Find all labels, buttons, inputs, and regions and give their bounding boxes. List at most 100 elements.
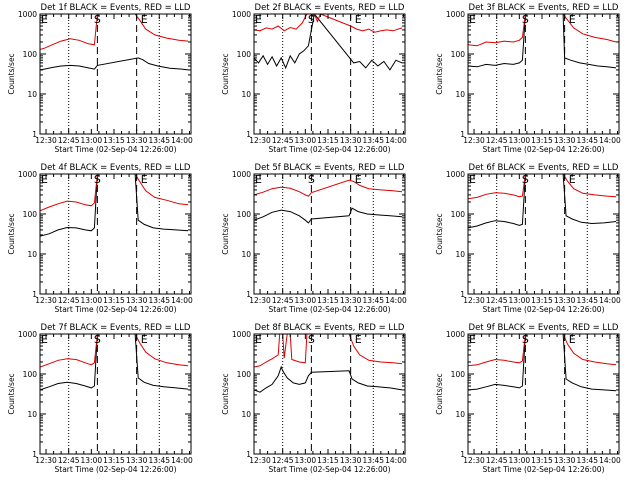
x-tick-label: 13:15 [531,296,553,305]
x-tick-label: 13:45 [148,136,170,145]
x-tick-label: 13:00 [81,296,103,305]
interval-annotation: E [41,13,48,26]
events-series-line [254,365,403,393]
x-tick-label: 13:45 [362,296,384,305]
x-tick-label: 13:00 [295,296,317,305]
y-tick-label: 10 [27,410,37,419]
x-tick-label: 12:45 [486,456,508,465]
y-tick-label: 1 [32,290,37,299]
interval-annotation: E [141,173,148,186]
x-tick-label: 12:45 [486,296,508,305]
x-tick-label: 13:15 [531,136,553,145]
y-tick-label: 1000 [232,170,251,179]
y-tick-label: 1000 [446,10,465,19]
y-tick-label: 1000 [18,170,37,179]
x-axis-label: Start Time (02-Sep-04 12:26:00) [483,305,605,314]
lld-series-line [40,174,189,212]
interval-annotation: E [355,13,362,26]
interval-annotation: E [469,333,476,346]
x-tick-label: 12:45 [272,456,294,465]
interval-annotation: E [355,333,362,346]
interval-annotation: E [255,333,262,346]
x-axis-label: Start Time (02-Sep-04 12:26:00) [269,465,391,474]
lld-series-line [254,179,403,197]
events-series-line [468,334,617,392]
lld-series-line [254,14,403,33]
plot-frame [39,173,192,295]
y-tick-label: 1000 [232,330,251,339]
panel-3: Det 3f BLACK = Events, RED = LLD 1 10 100 10… [435,3,621,154]
interval-annotation: E [255,13,262,26]
x-tick-label: 12:30 [35,456,57,465]
lld-series-line [468,14,617,47]
y-axis-label: Counts/sec [7,213,16,254]
events-series-line [40,334,189,391]
panel-title: Det 5f BLACK = Events, RED = LLD [255,163,405,173]
x-tick-label: 13:30 [340,296,362,305]
plot-frame [39,13,192,135]
y-tick-label: 1000 [446,170,465,179]
plot-frame [467,13,620,135]
interval-annotation: E [469,173,476,186]
x-tick-label: 12:45 [272,296,294,305]
x-axis-label: Start Time (02-Sep-04 12:26:00) [55,465,177,474]
x-tick-label: 13:30 [554,296,576,305]
interval-annotation: S [522,13,529,26]
x-tick-label: 14:00 [385,296,407,305]
x-tick-label: 13:45 [362,456,384,465]
x-tick-label: 12:30 [35,136,57,145]
events-series-line [468,174,617,229]
x-axis-label: Start Time (02-Sep-04 12:26:00) [55,305,177,314]
y-axis-label: Counts/sec [221,213,230,254]
interval-annotation: E [255,173,262,186]
plot-frame [39,333,192,455]
events-series-line [468,14,617,69]
events-series-line [254,14,403,71]
y-tick-label: 10 [241,90,251,99]
x-tick-label: 12:45 [486,136,508,145]
y-tick-label: 1000 [232,10,251,19]
x-tick-label: 14:00 [171,456,193,465]
x-tick-label: 12:30 [463,136,485,145]
x-tick-label: 13:45 [576,456,598,465]
y-tick-label: 1 [460,130,465,139]
y-tick-label: 100 [23,210,38,219]
y-tick-label: 1 [246,450,251,459]
x-tick-label: 13:45 [576,136,598,145]
x-tick-label: 13:30 [554,136,576,145]
lld-series-line [468,334,617,367]
x-tick-label: 13:45 [148,296,170,305]
interval-annotation: S [94,13,101,26]
y-tick-label: 10 [455,410,465,419]
interval-annotation: E [569,333,576,346]
interval-annotation: E [569,173,576,186]
x-tick-label: 13:00 [81,456,103,465]
y-tick-label: 1 [246,290,251,299]
x-tick-label: 13:30 [340,136,362,145]
y-tick-label: 100 [451,210,466,219]
y-axis-label: Counts/sec [435,53,444,94]
panel-7: Det 7f BLACK = Events, RED = LLD 1 10 100 10… [7,323,193,474]
plot-frame [467,173,620,295]
panel-title: Det 2f BLACK = Events, RED = LLD [255,3,405,13]
x-tick-label: 14:00 [171,296,193,305]
x-tick-label: 12:30 [463,456,485,465]
interval-annotation: E [141,333,148,346]
interval-annotation: S [308,173,315,186]
x-tick-label: 13:15 [317,296,339,305]
x-tick-label: 13:45 [576,296,598,305]
plot-frame [253,13,406,135]
y-axis-label: Counts/sec [221,373,230,414]
x-axis-label: Start Time (02-Sep-04 12:26:00) [483,465,605,474]
x-tick-label: 13:45 [148,456,170,465]
panel-8: Det 8f BLACK = Events, RED = LLD 1 10 100 10… [221,323,407,474]
y-tick-label: 10 [455,90,465,99]
interval-annotation: S [522,173,529,186]
panel-title: Det 7f BLACK = Events, RED = LLD [41,323,191,333]
x-tick-label: 13:45 [362,136,384,145]
y-tick-label: 10 [27,250,37,259]
panel-title: Det 1f BLACK = Events, RED = LLD [41,3,191,13]
panel-4: Det 4f BLACK = Events, RED = LLD 1 10 100 10… [7,163,193,314]
x-axis-label: Start Time (02-Sep-04 12:26:00) [483,145,605,154]
